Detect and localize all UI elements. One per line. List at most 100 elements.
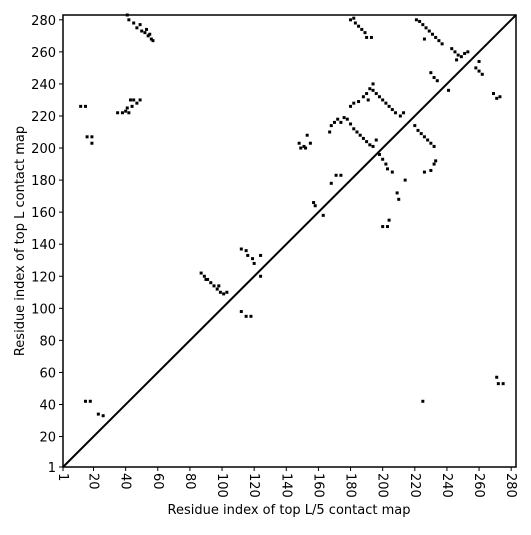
contact-point	[345, 117, 349, 121]
contact-point	[456, 53, 460, 57]
contact-point	[140, 29, 144, 33]
contact-point	[204, 277, 208, 281]
contact-point	[332, 120, 336, 124]
x-tick-label: 220	[407, 473, 422, 498]
contact-point	[352, 16, 356, 20]
contact-point	[321, 213, 325, 217]
contact-point	[96, 412, 100, 416]
x-tick-label: 100	[214, 473, 229, 498]
contact-point	[209, 281, 213, 285]
contact-point	[381, 98, 385, 102]
contact-point	[374, 138, 378, 142]
x-tick-label: 120	[246, 473, 261, 498]
contact-point	[437, 39, 441, 43]
contact-point	[312, 201, 316, 205]
contact-point	[498, 95, 502, 99]
contact-point	[394, 111, 398, 115]
y-tick-label: 80	[39, 334, 56, 349]
contact-point	[422, 135, 426, 139]
contact-point	[421, 399, 425, 403]
contact-point	[416, 128, 420, 132]
contact-point	[477, 59, 481, 63]
y-tick-label: 120	[31, 270, 56, 285]
contact-point	[387, 104, 391, 108]
contact-point	[299, 146, 303, 150]
contact-point	[246, 253, 250, 257]
contact-point	[429, 71, 433, 75]
contact-point	[455, 58, 459, 62]
x-tick-label: 260	[471, 473, 486, 498]
contact-point	[83, 104, 87, 108]
contact-point	[128, 98, 132, 102]
y-tick-label: 100	[31, 302, 56, 317]
y-tick-label: 40	[39, 398, 56, 413]
x-tick-label: 200	[375, 473, 390, 498]
contact-point	[85, 135, 89, 139]
contact-point	[374, 92, 378, 96]
contact-point	[259, 253, 263, 257]
contact-point	[249, 314, 253, 318]
contact-point	[453, 50, 457, 54]
contact-point	[385, 167, 389, 171]
y-tick-label: 200	[31, 142, 56, 157]
contact-point	[477, 69, 481, 73]
contact-point	[390, 170, 394, 174]
contact-point	[352, 127, 356, 131]
contact-point	[435, 79, 439, 83]
contact-point	[199, 271, 203, 275]
contact-point	[217, 284, 221, 288]
contact-point	[101, 414, 105, 418]
contact-point	[304, 146, 308, 150]
contact-point	[459, 55, 463, 59]
contact-point	[90, 135, 94, 139]
contact-point	[143, 31, 147, 35]
contact-point	[377, 152, 381, 156]
contact-point	[413, 124, 417, 128]
contact-point	[355, 130, 359, 134]
contact-point	[138, 98, 142, 102]
y-tick-label: 60	[39, 366, 56, 381]
contact-point	[138, 23, 142, 27]
contact-point	[421, 23, 425, 27]
contact-point	[377, 95, 381, 99]
contact-point	[387, 218, 391, 222]
contact-point	[149, 37, 153, 41]
contact-point	[361, 95, 365, 99]
x-tick-label: 160	[310, 473, 325, 498]
contact-point	[369, 35, 373, 39]
contact-point	[342, 116, 346, 120]
contact-point	[127, 18, 131, 22]
contact-point	[496, 382, 500, 386]
contact-point	[239, 247, 243, 251]
contact-point	[429, 141, 433, 145]
contact-point	[206, 277, 210, 281]
x-tick-label: 180	[343, 473, 358, 498]
contact-point	[244, 249, 248, 253]
contact-point	[212, 284, 216, 288]
contact-point	[419, 132, 423, 136]
contact-point	[371, 144, 375, 148]
contact-point	[463, 51, 467, 55]
contact-point	[124, 109, 128, 113]
contact-point	[365, 35, 369, 39]
contact-point	[418, 19, 422, 23]
contact-point	[384, 162, 388, 166]
contact-point	[357, 24, 361, 28]
contact-point	[116, 111, 120, 115]
contact-point	[414, 18, 418, 22]
contact-point	[130, 104, 134, 108]
contact-point	[368, 87, 372, 91]
contact-point	[474, 66, 478, 70]
contact-point	[353, 21, 357, 25]
diagonal	[62, 14, 517, 468]
contact-point	[305, 133, 309, 137]
contact-point	[349, 122, 353, 126]
contact-point	[308, 141, 312, 145]
contact-point	[422, 170, 426, 174]
contact-point	[132, 21, 136, 25]
contact-point	[329, 181, 333, 185]
contact-point	[329, 124, 333, 128]
contact-point	[371, 88, 375, 92]
contact-point	[339, 120, 343, 124]
contact-point	[426, 138, 430, 142]
